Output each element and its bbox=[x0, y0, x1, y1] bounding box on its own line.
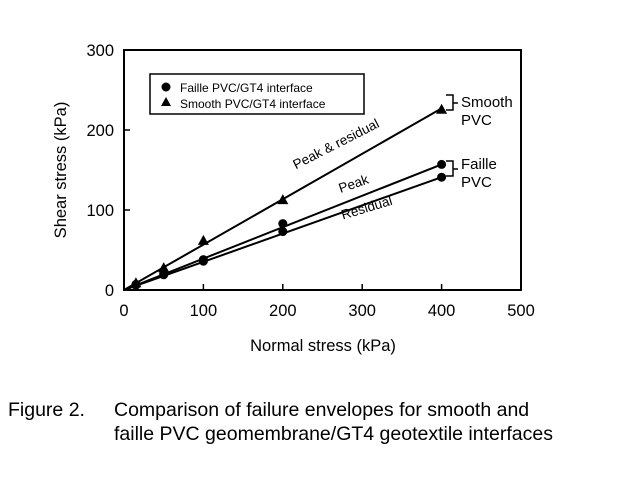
caption-label: Figure 2. bbox=[8, 399, 85, 421]
caption-line-2: faille PVC geomembrane/GT4 geotextile in… bbox=[114, 423, 553, 445]
caption-label-spacer bbox=[8, 422, 114, 446]
circle-marker bbox=[278, 219, 288, 229]
line-label-peak: Peak bbox=[337, 172, 371, 196]
plot-frame bbox=[123, 49, 522, 291]
circle-marker bbox=[131, 280, 141, 290]
line-label-peak-residual: Peak & residual bbox=[290, 116, 381, 172]
x-tick-label: 500 bbox=[507, 302, 535, 320]
faille-bracket bbox=[446, 160, 458, 177]
circle-marker bbox=[278, 227, 288, 237]
x-tick-label: 0 bbox=[119, 302, 128, 320]
data-markers bbox=[130, 103, 448, 290]
line-label-residual: Residual bbox=[339, 193, 394, 223]
legend-box bbox=[149, 73, 365, 115]
triangle-marker bbox=[436, 103, 448, 114]
legend-label-smooth: Smooth PVC/GT4 interface bbox=[180, 97, 326, 111]
y-tick-label: 100 bbox=[86, 202, 114, 220]
triangle-marker bbox=[197, 234, 209, 245]
triangle-marker bbox=[158, 262, 170, 273]
legend-triangle-marker bbox=[161, 97, 171, 106]
legend: Faille PVC/GT4 interface Smooth PVC/GT4 … bbox=[149, 73, 365, 115]
smooth-pvc-annotation: Smooth PVC bbox=[446, 94, 513, 129]
faille-annotation-line2: PVC bbox=[461, 174, 492, 191]
circle-marker bbox=[437, 172, 447, 182]
circle-marker bbox=[159, 270, 169, 280]
y-tick-label: 300 bbox=[86, 42, 114, 60]
y-tick-label: 200 bbox=[86, 122, 114, 140]
circle-marker bbox=[437, 159, 447, 169]
smooth-annotation-line2: PVC bbox=[461, 112, 492, 129]
smooth-annotation-line1: Smooth bbox=[461, 94, 513, 111]
y-axis-ticks: 0 100 200 300 bbox=[86, 42, 130, 300]
x-axis-label: Normal stress (kPa) bbox=[250, 337, 396, 355]
x-tick-label: 400 bbox=[428, 302, 456, 320]
y-tick-label: 0 bbox=[105, 282, 114, 300]
legend-label-faille: Faille PVC/GT4 interface bbox=[180, 81, 313, 95]
circle-marker bbox=[198, 256, 208, 266]
x-tick-label: 100 bbox=[190, 302, 218, 320]
y-axis-label: Shear stress (kPa) bbox=[52, 102, 70, 239]
caption-line-1: Comparison of failure envelopes for smoo… bbox=[114, 399, 530, 421]
legend-circle-marker bbox=[161, 82, 171, 92]
faille-pvc-annotation: Faille PVC bbox=[446, 156, 497, 191]
x-tick-label: 300 bbox=[348, 302, 376, 320]
triangle-marker bbox=[277, 194, 289, 205]
x-tick-label: 200 bbox=[269, 302, 297, 320]
figure-caption: Figure 2. Comparison of failure envelope… bbox=[8, 398, 638, 446]
x-axis-ticks: 0 100 200 300 400 500 bbox=[119, 284, 535, 320]
faille-annotation-line1: Faille bbox=[461, 156, 497, 173]
smooth-bracket bbox=[446, 94, 458, 111]
